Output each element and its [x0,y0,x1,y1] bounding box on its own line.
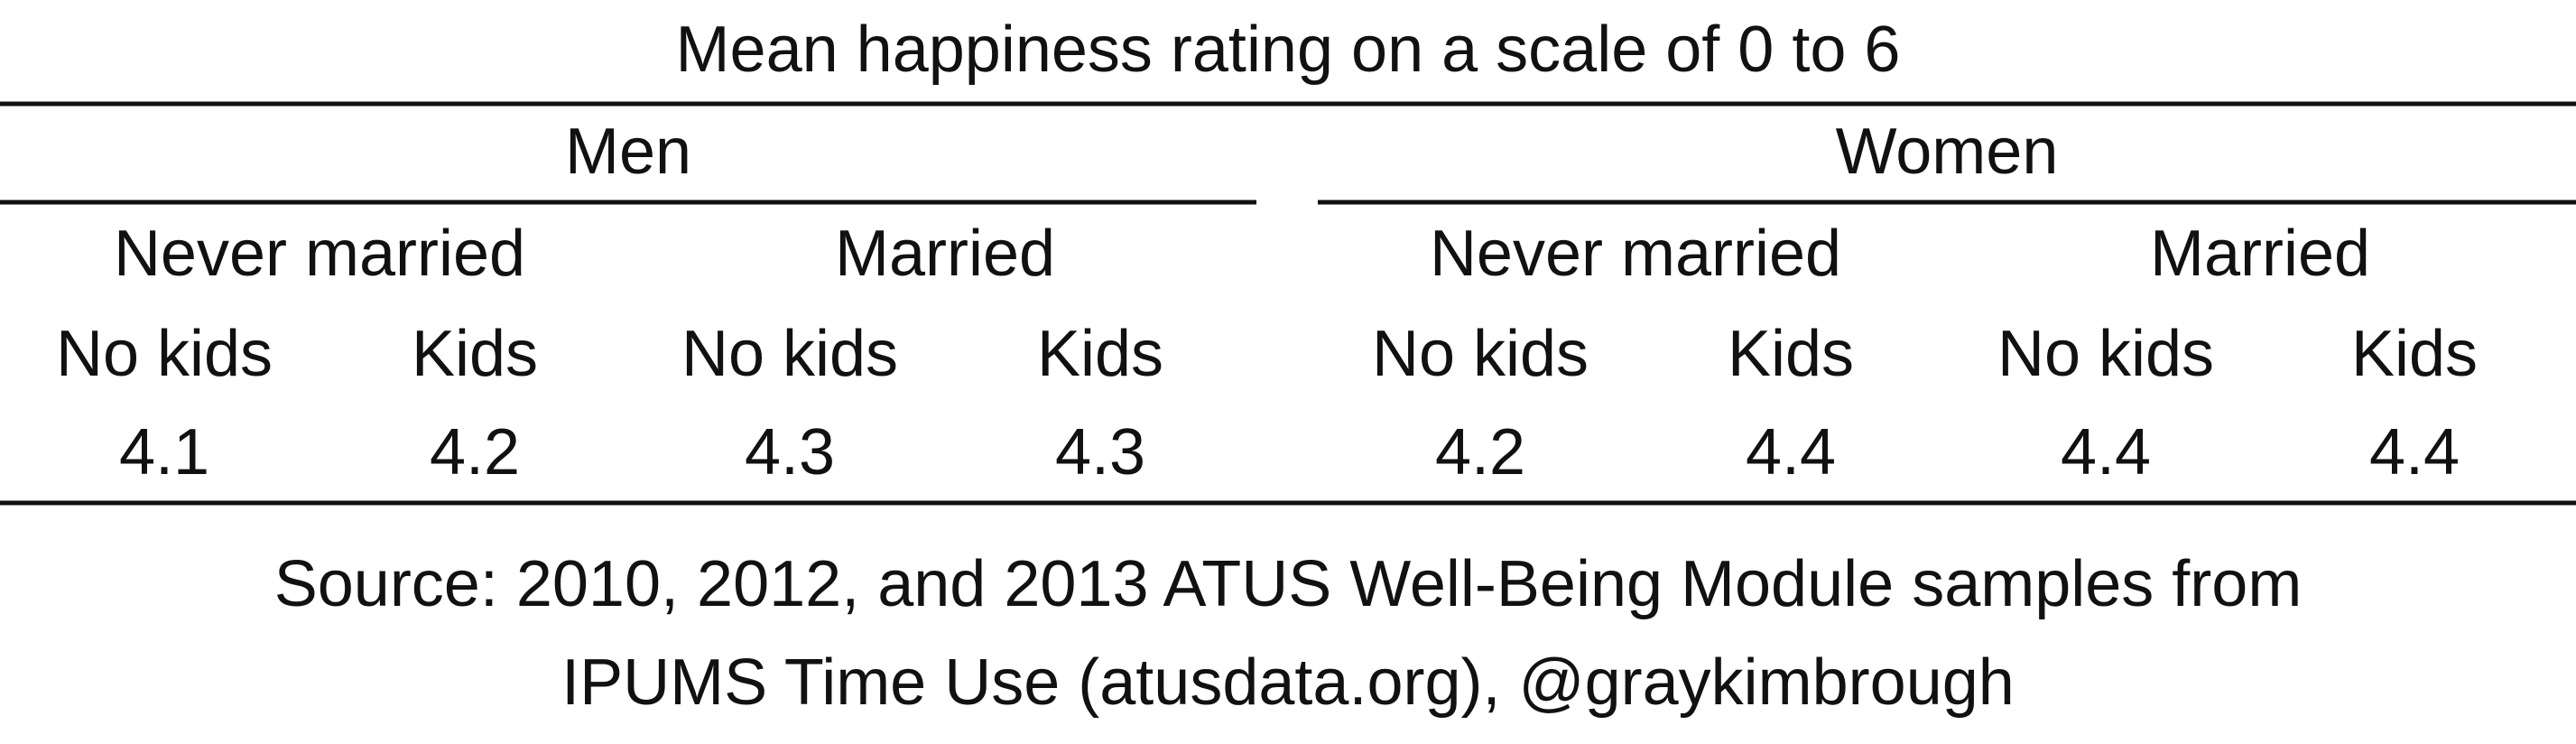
source-note: IPUMS Time Use (atusdata.org), @graykimb… [561,646,2015,719]
cell-value: 4.4 [1746,416,1836,488]
group-label: Women [1836,116,2059,188]
table-title: Mean happiness rating on a scale of 0 to… [676,14,1901,86]
column-label: No kids [681,318,898,390]
column-label: Kids [2351,318,2478,390]
cell-value: 4.1 [119,416,209,488]
cell-value: 4.3 [1055,416,1145,488]
source-note: Source: 2010, 2012, and 2013 ATUS Well-B… [274,548,2303,620]
subgroup-label: Married [2150,218,2370,290]
column-label: No kids [1372,318,1589,390]
subgroup-label: Never married [114,218,525,290]
subgroup-label: Never married [1430,218,1841,290]
column-label: Kids [1728,318,1854,390]
group-label: Men [565,116,691,188]
column-label: No kids [56,318,273,390]
cell-value: 4.3 [745,416,835,488]
cell-value: 4.4 [2061,416,2151,488]
cell-value: 4.2 [1435,416,1525,488]
cell-value: 4.2 [430,416,520,488]
cell-value: 4.4 [2369,416,2460,488]
column-label: Kids [412,318,538,390]
column-label: No kids [1997,318,2214,390]
subgroup-label: Married [835,218,1055,290]
column-label: Kids [1037,318,1163,390]
